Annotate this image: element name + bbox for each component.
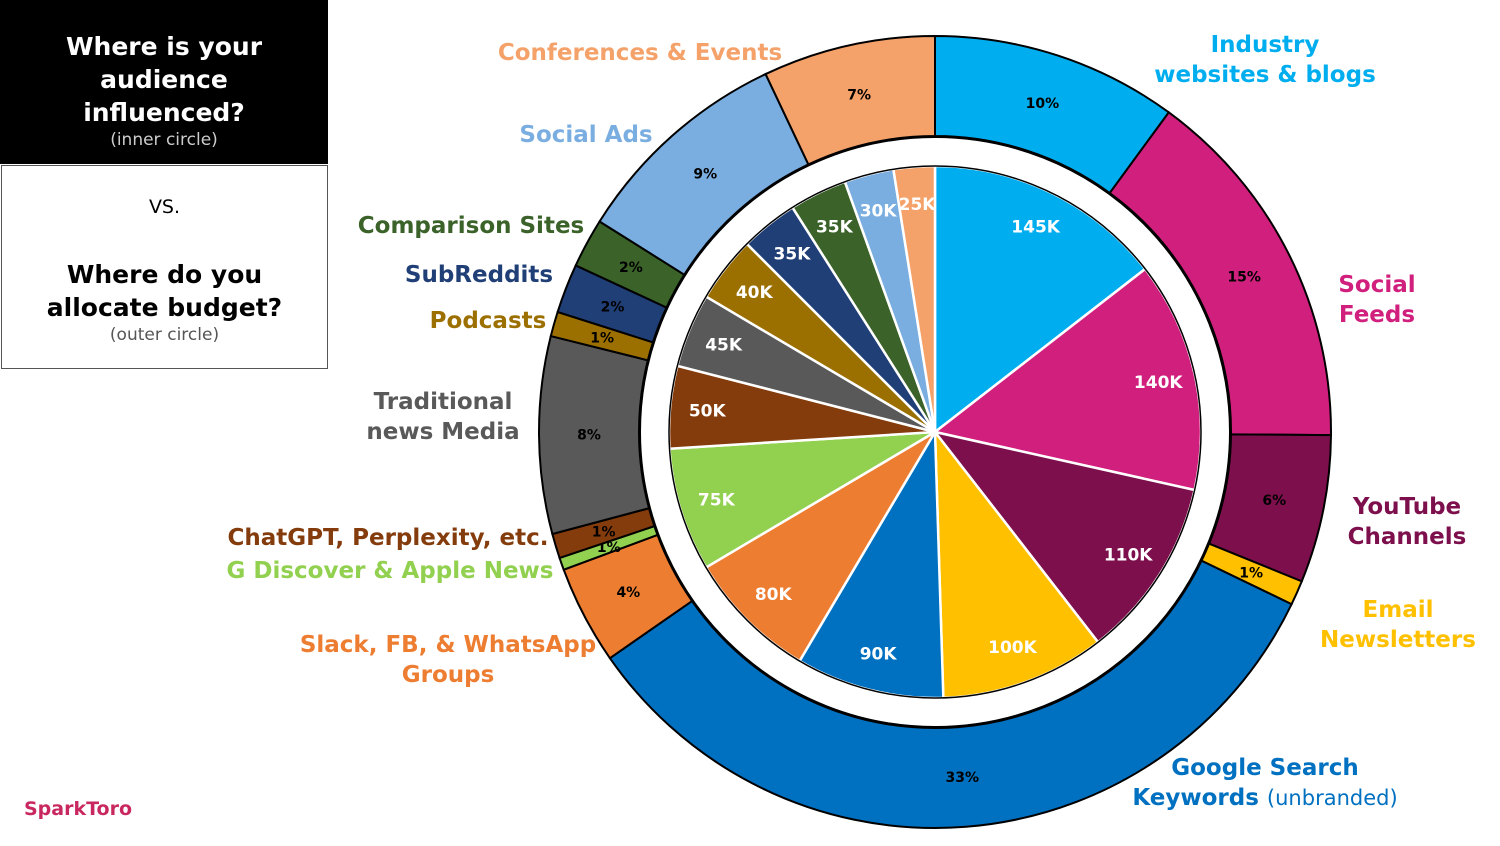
inner-pie: 145K140K110K100K90K80K75K50K45K40K35K35K… (667, 164, 1203, 700)
inner-slice-label: 35K (816, 218, 854, 238)
category-label-social-ads: Social Ads (519, 122, 652, 148)
category-label-line: Industry (1211, 32, 1320, 58)
category-label-line: news Media (366, 419, 519, 445)
category-label-g-discover-apple-news: G Discover & Apple News (227, 558, 554, 584)
category-label-line: G Discover & Apple News (227, 558, 554, 584)
category-label-chatgpt-perplexity-etc: ChatGPT, Perplexity, etc. (227, 525, 548, 551)
outer-slice-label: 1% (1239, 566, 1263, 582)
inner-question-box: Where is your audience influenced? (inne… (0, 0, 328, 164)
category-label-social-feeds: Social Feeds (1338, 272, 1415, 328)
sparktoro-logo: SparkToro (24, 798, 133, 820)
category-label-line: Social Ads (519, 122, 652, 148)
inner-pie-outline (668, 165, 1202, 699)
inner-slice-label: 40K (736, 283, 774, 303)
outer-slice-label: 33% (946, 770, 980, 786)
category-label-line: YouTube (1352, 494, 1461, 520)
category-label-conferences-events: Conferences & Events (498, 40, 782, 66)
category-label-traditional-news-media: Traditional news Media (366, 389, 519, 445)
outer-circle-note: (outer circle) (109, 325, 220, 345)
category-label-line: SubReddits (405, 262, 553, 288)
category-label-line: Feeds (1339, 302, 1415, 328)
outer-slice-label: 2% (619, 260, 643, 276)
outer-slice-label: 10% (1026, 96, 1060, 112)
category-labels: Industry websites & blogs Social Feeds YouTu… (227, 32, 1476, 811)
inner-slice-label: 140K (1134, 373, 1183, 393)
inner-slice-label: 90K (860, 645, 898, 665)
inner-slice-label: 35K (774, 244, 812, 264)
outer-question-box: VS. Where do you allocate budget? (outer… (1, 165, 328, 369)
category-label-slack-fb-whatsapp-groups: Slack, FB, & WhatsApp Groups (300, 632, 596, 688)
outer-slice-label: 4% (616, 585, 640, 601)
category-label-line: Conferences & Events (498, 40, 782, 66)
inner-slice-label: 25K (899, 195, 937, 215)
vs-text: VS. (148, 196, 181, 218)
category-label-podcasts: Podcasts (430, 308, 547, 334)
category-label-comparison-sites: Comparison Sites (358, 213, 584, 239)
outer-slice-label: 6% (1262, 493, 1286, 509)
inner-slice-label: 80K (755, 585, 793, 605)
category-label-line: Social (1338, 272, 1415, 298)
category-label-line: Comparison Sites (358, 213, 584, 239)
outer-slice-label: 1% (590, 331, 614, 347)
inner-circle-note: (inner circle) (110, 130, 218, 150)
outer-slice-label: 1% (592, 525, 616, 541)
outer-slice-label: 2% (601, 300, 625, 316)
category-label-line: Email (1363, 597, 1434, 623)
category-label-google-search-keywords: Google Search Keywords (unbranded) (1132, 755, 1397, 811)
category-label-suffix: (unbranded) (1267, 786, 1398, 810)
category-label-line: Newsletters (1320, 627, 1476, 653)
category-label-line: Keywords (1132, 785, 1267, 811)
category-label-line: ChatGPT, Perplexity, etc. (227, 525, 548, 551)
category-label-line: Slack, FB, & WhatsApp (300, 632, 596, 658)
category-label-youtube-channels: YouTube Channels (1348, 494, 1467, 550)
outer-slice-label: 15% (1227, 270, 1261, 286)
category-label-line: Channels (1348, 524, 1467, 550)
inner-slice-label: 110K (1104, 546, 1153, 566)
inner-slice-label: 100K (988, 638, 1037, 658)
outer-slice-label: 9% (693, 166, 717, 182)
outer-slice-label: 7% (847, 87, 871, 103)
inner-question: Where is your audience influenced? (65, 32, 263, 127)
inner-slice-label: 30K (860, 201, 898, 221)
inner-slice-label: 45K (705, 335, 743, 355)
category-label-email-newsletters: Email Newsletters (1320, 597, 1476, 653)
outer-slice-label: 8% (577, 428, 601, 444)
inner-slice-label: 50K (689, 401, 727, 421)
category-label-line: websites & blogs (1154, 62, 1376, 88)
outer-question: Where do you allocate budget? (46, 260, 283, 322)
inner-slice-label: 145K (1011, 218, 1060, 238)
category-label-line: Google Search (1171, 755, 1358, 781)
category-label-line: Traditional (374, 389, 513, 415)
category-label-subreddits: SubReddits (405, 262, 553, 288)
category-label-industry-websites-blogs: Industry websites & blogs (1154, 32, 1376, 88)
category-label-line: Groups (402, 662, 495, 688)
inner-slice-label: 75K (698, 490, 736, 510)
category-label-line: Podcasts (430, 308, 547, 334)
